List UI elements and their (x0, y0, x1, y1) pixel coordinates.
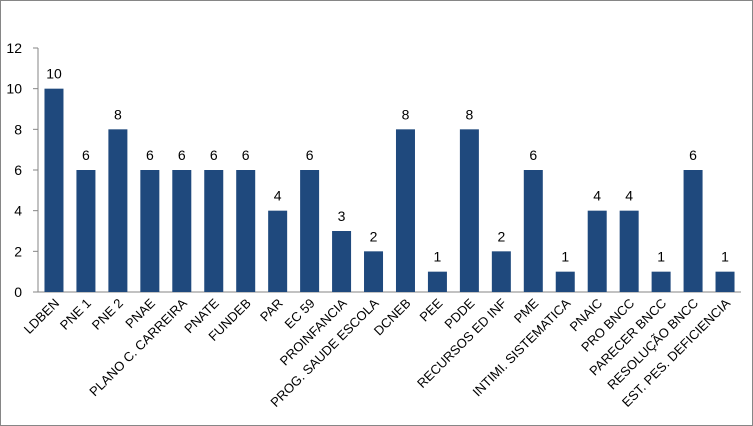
data-label: 8 (402, 106, 410, 122)
bar (459, 129, 479, 292)
bar (332, 231, 352, 292)
data-label: 6 (178, 147, 186, 163)
y-tick-label: 4 (14, 203, 22, 219)
y-tick-label: 0 (14, 284, 22, 300)
y-tick-label: 2 (14, 243, 22, 259)
bar (491, 251, 511, 292)
bar (236, 170, 256, 292)
data-label: 10 (46, 66, 62, 82)
bar (204, 170, 224, 292)
bar (108, 129, 128, 292)
data-label: 6 (146, 147, 154, 163)
data-label: 1 (721, 249, 729, 265)
bar (172, 170, 192, 292)
y-tick-label: 10 (6, 81, 22, 97)
data-label: 6 (82, 147, 90, 163)
data-label: 6 (242, 147, 250, 163)
data-label: 4 (274, 188, 282, 204)
bar (140, 170, 160, 292)
bar (268, 210, 288, 292)
y-tick-label: 6 (14, 162, 22, 178)
category-label: PNE 1 (57, 296, 94, 333)
data-label: 3 (338, 208, 346, 224)
bar (619, 210, 639, 292)
bar (44, 88, 64, 293)
data-label: 6 (306, 147, 314, 163)
bar (555, 271, 575, 292)
bar (715, 271, 735, 292)
data-label: 6 (689, 147, 697, 163)
y-tick-label: 12 (6, 40, 22, 56)
bar (395, 129, 415, 292)
category-label: LDBEN (21, 296, 62, 337)
data-label: 6 (210, 147, 218, 163)
data-label: 1 (434, 249, 442, 265)
data-label: 8 (465, 106, 473, 122)
data-label: 1 (561, 249, 569, 265)
data-label: 8 (114, 106, 122, 122)
data-label: 1 (657, 249, 665, 265)
bar (364, 251, 384, 292)
bar (300, 170, 320, 292)
bar (683, 170, 703, 292)
bar (651, 271, 671, 292)
category-label: PNE 2 (89, 296, 126, 333)
bar (587, 210, 607, 292)
data-label: 4 (593, 188, 601, 204)
bar (76, 170, 96, 292)
y-tick-label: 8 (14, 121, 22, 137)
data-label: 2 (370, 228, 378, 244)
bar (523, 170, 543, 292)
bar (427, 271, 447, 292)
data-label: 4 (625, 188, 633, 204)
data-label: 6 (529, 147, 537, 163)
data-label: 2 (497, 228, 505, 244)
